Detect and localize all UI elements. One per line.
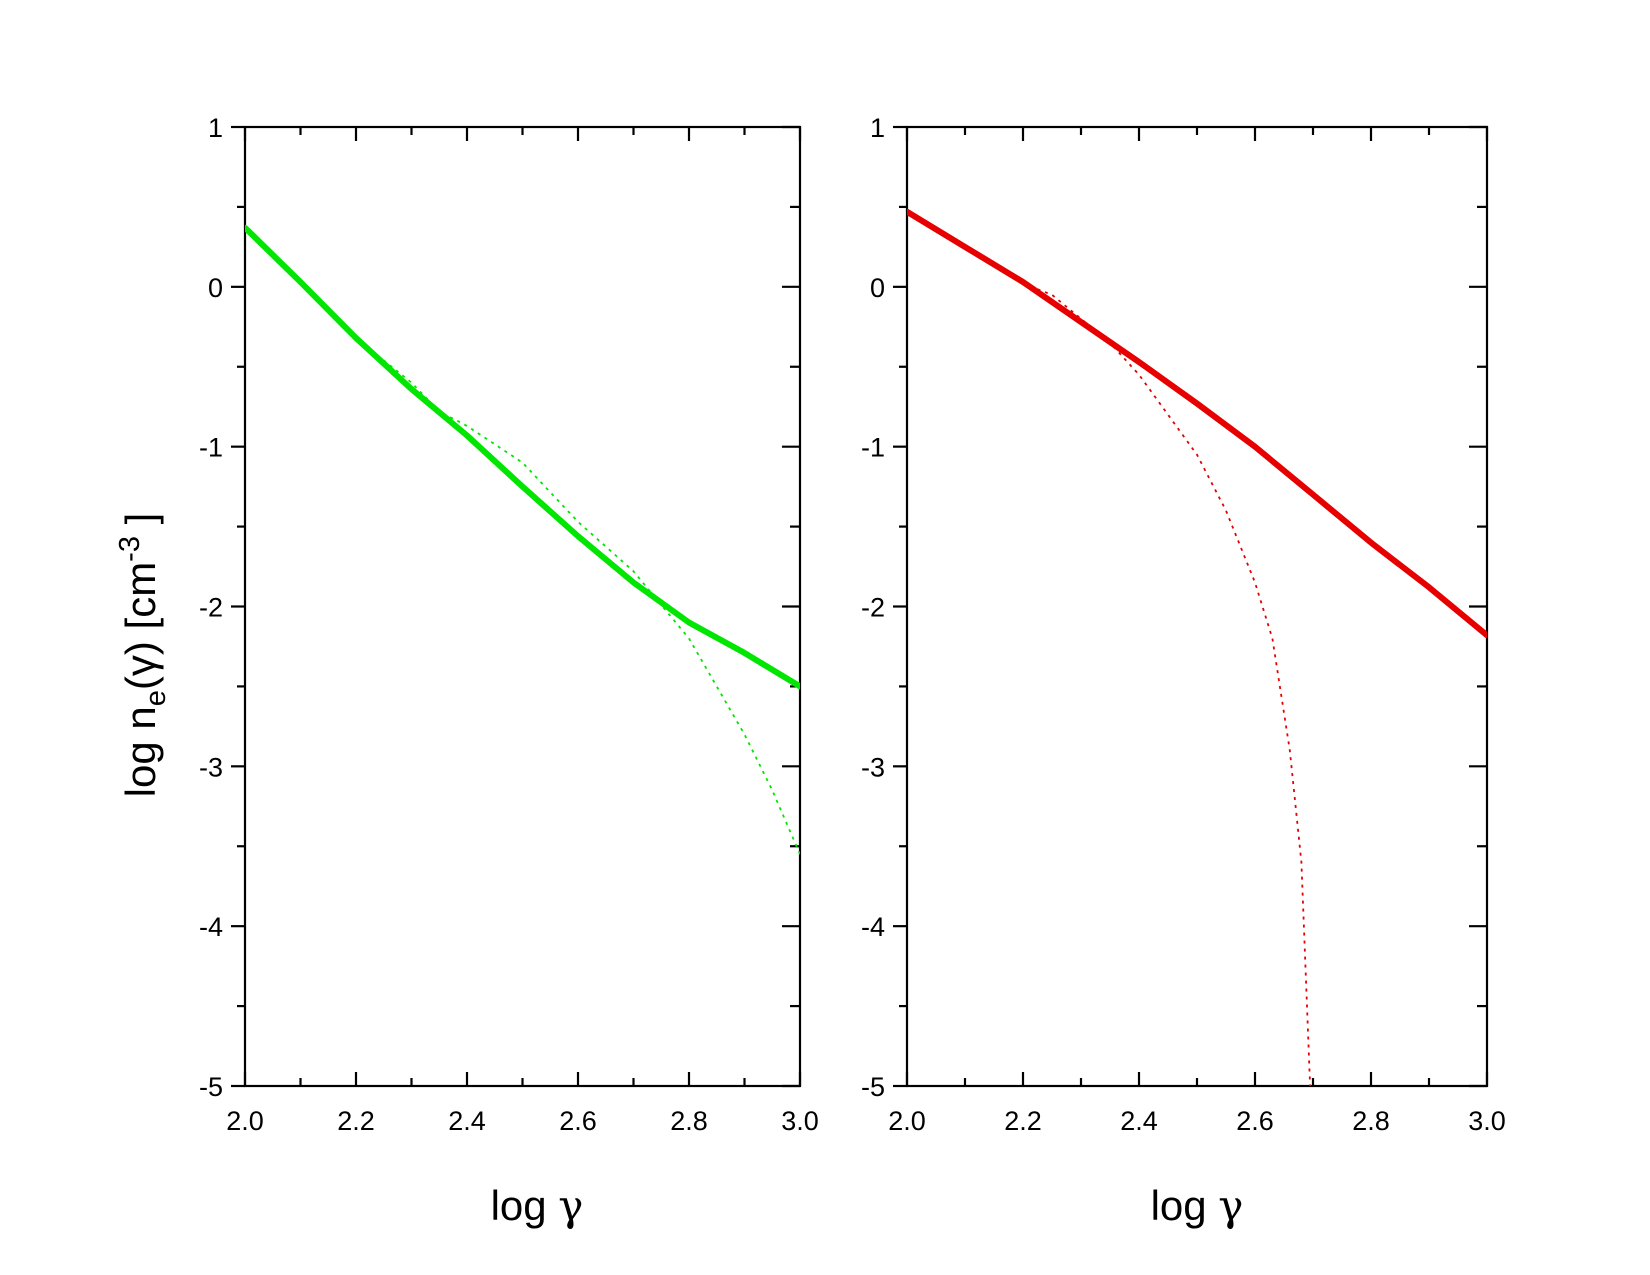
left-plot-area: 2.0 2.2 2.4 2.6 2.8 3.0 1 0 -1 -2 -3 -4 -5: [199, 113, 819, 1136]
right-plot-frame: [905, 125, 1489, 1088]
left-y-tick-label: 1: [208, 113, 223, 143]
left-x-tick-label: 2.0: [226, 1106, 264, 1136]
right-series-dotted: [907, 210, 1311, 1086]
right-series-solid: [907, 208, 1487, 639]
right-x-axis-title: log γ: [1151, 1181, 1244, 1230]
left-series-solid: [245, 224, 800, 690]
right-panel: 2.0 2.2 2.4 2.6 2.8 3.0 1 0 -1 -2 -3 -4 -5 log γ: [861, 113, 1506, 1230]
right-x-tick-label: 2.4: [1120, 1106, 1158, 1136]
left-y-axis-title: log ne(γ) [cm-3 ]: [114, 513, 172, 798]
left-x-tick-label: 2.6: [559, 1106, 597, 1136]
right-y-tick-label: -4: [861, 912, 885, 942]
right-x-tick-label: 2.6: [1236, 1106, 1274, 1136]
left-x-axis-title: log γ: [491, 1181, 584, 1230]
left-series-dotted: [245, 227, 800, 855]
right-x-tick-label: 2.2: [1004, 1106, 1042, 1136]
right-y-tick-label: -1: [861, 433, 885, 463]
left-y-tick-label: -3: [199, 752, 223, 782]
left-panel: 2.0 2.2 2.4 2.6 2.8 3.0 1 0 -1 -2 -3 -4 -5 log ne(γ)…: [114, 113, 819, 1230]
right-x-tick-label: 2.0: [888, 1106, 926, 1136]
right-y-tick-label: -5: [861, 1072, 885, 1102]
right-x-tick-label: 2.8: [1352, 1106, 1390, 1136]
right-y-tick-label: 0: [870, 273, 885, 303]
right-plot-area: 2.0 2.2 2.4 2.6 2.8 3.0 1 0 -1 -2 -3 -4 -5: [861, 113, 1506, 1136]
left-plot-frame: [243, 125, 802, 1088]
left-y-tick-label: -1: [199, 433, 223, 463]
left-y-tick-label: 0: [208, 273, 223, 303]
left-y-tick-label: -4: [199, 912, 223, 942]
left-y-tick-label: -5: [199, 1072, 223, 1102]
right-x-tick-label: 3.0: [1468, 1106, 1506, 1136]
right-y-tick-label: -2: [861, 593, 885, 623]
left-y-tick-label: -2: [199, 593, 223, 623]
left-x-tick-label: 2.2: [337, 1106, 375, 1136]
left-x-tick-label: 2.4: [448, 1106, 486, 1136]
right-y-tick-label: -3: [861, 752, 885, 782]
right-y-tick-label: 1: [870, 113, 885, 143]
left-x-tick-label: 2.8: [670, 1106, 708, 1136]
left-x-tick-label: 3.0: [781, 1106, 819, 1136]
